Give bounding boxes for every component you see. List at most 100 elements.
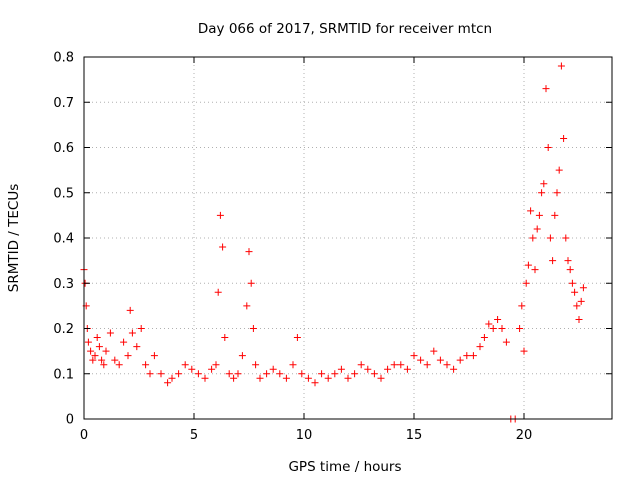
x-tick-label: 0 — [80, 428, 88, 443]
data-point — [133, 343, 141, 351]
data-point — [573, 302, 581, 310]
y-tick-label: 0.6 — [53, 141, 74, 156]
data-point — [571, 288, 579, 296]
data-point — [577, 297, 585, 305]
data-point — [168, 374, 176, 382]
data-point — [344, 374, 352, 382]
data-point — [212, 361, 220, 369]
data-point — [450, 365, 458, 373]
data-point — [175, 370, 183, 378]
data-point — [150, 352, 158, 360]
data-point — [128, 329, 136, 337]
data-point — [106, 329, 114, 337]
data-point — [164, 379, 172, 387]
data-point — [247, 279, 255, 287]
data-point — [520, 347, 528, 355]
y-tick-label: 0 — [66, 413, 74, 428]
data-point — [540, 180, 548, 188]
data-point — [351, 370, 359, 378]
data-point — [456, 356, 464, 364]
data-point — [579, 284, 587, 292]
data-point — [553, 189, 561, 197]
data-point — [518, 302, 526, 310]
data-point — [430, 347, 438, 355]
data-point — [243, 302, 251, 310]
data-point — [115, 361, 123, 369]
data-point — [126, 306, 134, 314]
x-tick-label: 15 — [406, 428, 423, 443]
data-point — [311, 379, 319, 387]
data-point — [269, 365, 277, 373]
data-point — [390, 361, 398, 369]
data-point — [562, 234, 570, 242]
data-point — [102, 347, 110, 355]
data-point — [575, 315, 583, 323]
x-tick-label: 10 — [296, 428, 313, 443]
data-point — [208, 365, 216, 373]
y-tick-label: 0.3 — [53, 277, 74, 292]
data-point — [249, 325, 257, 332]
x-tick-label: 5 — [190, 428, 198, 443]
data-point — [524, 261, 532, 269]
data-point — [245, 248, 253, 256]
y-tick-label: 0.8 — [53, 51, 74, 66]
data-point — [331, 370, 339, 378]
data-point — [403, 365, 411, 373]
data-point — [188, 365, 196, 373]
data-point — [377, 374, 385, 382]
data-point — [221, 334, 229, 342]
data-point — [370, 370, 378, 378]
data-point — [485, 320, 493, 328]
data-point — [549, 257, 557, 265]
data-point — [111, 356, 119, 364]
data-point — [298, 370, 306, 378]
data-point — [535, 211, 543, 219]
y-tick-label: 0.5 — [53, 186, 74, 201]
data-point — [560, 134, 568, 142]
data-point — [91, 352, 99, 360]
data-point — [304, 374, 312, 382]
data-point — [423, 361, 431, 369]
data-point — [214, 288, 222, 296]
data-point — [157, 370, 165, 378]
y-tick-label: 0.1 — [53, 367, 74, 382]
data-point — [87, 347, 95, 355]
data-point — [146, 370, 154, 378]
data-point — [181, 361, 189, 369]
data-point — [568, 279, 576, 287]
axis-ticks: 0 5 10 15 20 0 0.1 0.2 0.3 0.4 0.5 0.6 0.7 0.8 — [53, 51, 612, 443]
data-point — [417, 356, 425, 364]
y-tick-label: 0.2 — [53, 322, 74, 337]
data-point — [476, 343, 484, 351]
data-point — [293, 334, 301, 342]
data-point — [546, 234, 554, 242]
data-point — [234, 370, 242, 378]
data-point — [318, 370, 326, 378]
data-point — [542, 85, 550, 93]
data-point — [480, 334, 488, 342]
data-point — [529, 234, 537, 242]
data-point — [463, 352, 471, 360]
data-point — [564, 257, 572, 265]
data-point — [410, 352, 418, 360]
y-tick-label: 0.7 — [53, 96, 74, 111]
data-point — [238, 352, 246, 360]
data-point — [100, 361, 108, 369]
data-point — [225, 370, 233, 378]
chart-title: Day 066 of 2017, SRMTID for receiver mtc… — [198, 21, 492, 37]
data-point — [498, 325, 506, 332]
data-point — [194, 370, 202, 378]
data-point — [533, 225, 541, 233]
x-axis-label: GPS time / hours — [288, 459, 401, 475]
data-point — [555, 166, 563, 174]
data-point — [137, 325, 145, 332]
y-tick-label: 0.4 — [53, 232, 74, 247]
data-point — [469, 352, 477, 360]
data-point — [544, 144, 552, 151]
data-point — [436, 356, 444, 364]
data-point — [89, 356, 97, 364]
data-point — [516, 325, 524, 332]
